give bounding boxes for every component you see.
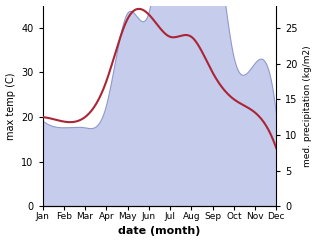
Y-axis label: max temp (C): max temp (C)	[5, 72, 16, 140]
X-axis label: date (month): date (month)	[118, 227, 201, 236]
Y-axis label: med. precipitation (kg/m2): med. precipitation (kg/m2)	[303, 45, 313, 167]
